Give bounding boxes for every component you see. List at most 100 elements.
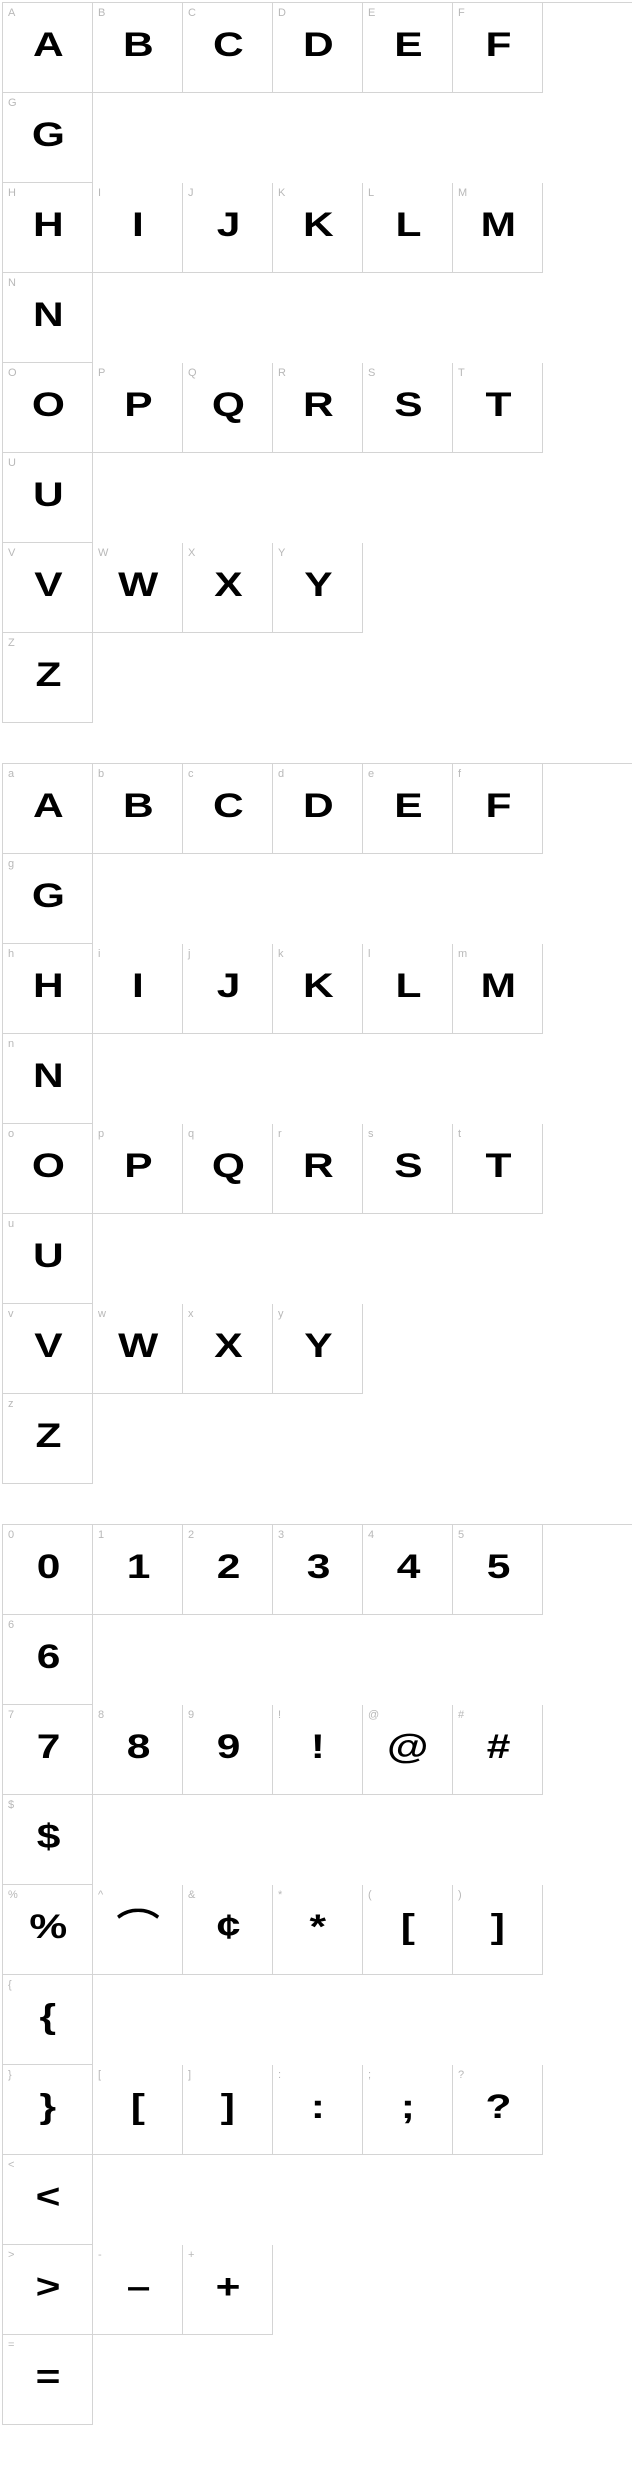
glyph-cell[interactable]: [[ bbox=[93, 2065, 183, 2155]
glyph-cell[interactable]: EE bbox=[363, 3, 453, 93]
glyph-display: 1 bbox=[126, 1550, 148, 1584]
glyph-cell[interactable]: )] bbox=[453, 1885, 543, 1975]
glyph-cell[interactable]: tT bbox=[453, 1124, 543, 1214]
glyph-cell[interactable]: KK bbox=[273, 183, 363, 273]
glyph-cell[interactable]: LL bbox=[363, 183, 453, 273]
glyph-cell[interactable]: cC bbox=[183, 764, 273, 854]
glyph-display: L bbox=[395, 208, 420, 242]
glyph-cell[interactable]: kK bbox=[273, 944, 363, 1034]
glyph-cell[interactable]: MM bbox=[453, 183, 543, 273]
glyph-cell[interactable]: << bbox=[3, 2155, 93, 2245]
glyph-cell[interactable]: !! bbox=[273, 1705, 363, 1795]
glyph-cell[interactable]: 22 bbox=[183, 1525, 273, 1615]
glyph-cell[interactable]: OO bbox=[3, 363, 93, 453]
cell-label: n bbox=[8, 1038, 14, 1050]
glyph-display: 0 bbox=[36, 1550, 58, 1584]
glyph-row: >>-–++ == bbox=[2, 2245, 362, 2425]
glyph-cell[interactable]: YY bbox=[273, 543, 363, 633]
glyph-cell[interactable]: vV bbox=[3, 1304, 93, 1394]
glyph-cell[interactable]: @@ bbox=[363, 1705, 453, 1795]
glyph-cell[interactable]: NN bbox=[3, 273, 93, 363]
glyph-cell[interactable]: ** bbox=[273, 1885, 363, 1975]
glyph-cell[interactable]: VV bbox=[3, 543, 93, 633]
glyph-cell[interactable]: 55 bbox=[453, 1525, 543, 1615]
glyph-cell[interactable]: ++ bbox=[183, 2245, 273, 2335]
glyph-cell[interactable]: 66 bbox=[3, 1615, 93, 1705]
glyph-cell[interactable]: 00 bbox=[3, 1525, 93, 1615]
glyph-cell[interactable]: SS bbox=[363, 363, 453, 453]
glyph-cell[interactable]: aA bbox=[3, 764, 93, 854]
glyph-cell[interactable]: 99 bbox=[183, 1705, 273, 1795]
glyph-cell[interactable]: ^⌒ bbox=[93, 1885, 183, 1975]
glyph-cell[interactable]: TT bbox=[453, 363, 543, 453]
glyph-cell[interactable]: uU bbox=[3, 1214, 93, 1304]
glyph-cell[interactable]: dD bbox=[273, 764, 363, 854]
glyph-cell[interactable]: 44 bbox=[363, 1525, 453, 1615]
glyph-cell[interactable]: II bbox=[93, 183, 183, 273]
glyph-cell[interactable]: oO bbox=[3, 1124, 93, 1214]
glyph-cell[interactable]: $$ bbox=[3, 1795, 93, 1885]
glyph-cell[interactable]: }} bbox=[3, 2065, 93, 2155]
cell-label: i bbox=[98, 948, 100, 960]
glyph-cell[interactable]: ?? bbox=[453, 2065, 543, 2155]
glyph-cell[interactable]: hH bbox=[3, 944, 93, 1034]
glyph-cell[interactable]: UU bbox=[3, 453, 93, 543]
glyph-cell[interactable]: qQ bbox=[183, 1124, 273, 1214]
glyph-display: D bbox=[303, 789, 332, 823]
glyph-cell[interactable]: {{ bbox=[3, 1975, 93, 2065]
glyph-cell[interactable]: ZZ bbox=[3, 633, 93, 723]
cell-label: E bbox=[368, 7, 375, 19]
glyph-cell[interactable]: QQ bbox=[183, 363, 273, 453]
glyph-cell[interactable]: ([ bbox=[363, 1885, 453, 1975]
glyph-cell[interactable]: yY bbox=[273, 1304, 363, 1394]
glyph-cell[interactable]: jJ bbox=[183, 944, 273, 1034]
glyph-cell[interactable]: FF bbox=[453, 3, 543, 93]
cell-label: W bbox=[98, 547, 108, 559]
glyph-cell[interactable]: fF bbox=[453, 764, 543, 854]
glyph-cell[interactable]: bB bbox=[93, 764, 183, 854]
glyph-cell[interactable]: nN bbox=[3, 1034, 93, 1124]
glyph-cell[interactable]: gG bbox=[3, 854, 93, 944]
glyph-cell[interactable]: -– bbox=[93, 2245, 183, 2335]
glyph-cell[interactable]: iI bbox=[93, 944, 183, 1034]
glyph-display: E bbox=[394, 789, 421, 823]
glyph-cell[interactable]: xX bbox=[183, 1304, 273, 1394]
glyph-cell[interactable]: 11 bbox=[93, 1525, 183, 1615]
glyph-cell[interactable]: >> bbox=[3, 2245, 93, 2335]
cell-label: ? bbox=[458, 2069, 464, 2081]
glyph-cell[interactable]: BB bbox=[93, 3, 183, 93]
glyph-cell[interactable]: HH bbox=[3, 183, 93, 273]
glyph-cell[interactable]: WW bbox=[93, 543, 183, 633]
cell-label: 2 bbox=[188, 1529, 194, 1541]
glyph-cell[interactable]: == bbox=[3, 2335, 93, 2425]
cell-label: X bbox=[188, 547, 195, 559]
glyph-cell[interactable]: mM bbox=[453, 944, 543, 1034]
glyph-cell[interactable]: ;; bbox=[363, 2065, 453, 2155]
glyph-display: Y bbox=[304, 568, 331, 602]
glyph-cell[interactable]: wW bbox=[93, 1304, 183, 1394]
glyph-cell[interactable]: pP bbox=[93, 1124, 183, 1214]
glyph-cell[interactable]: 88 bbox=[93, 1705, 183, 1795]
glyph-display: Q bbox=[212, 388, 244, 422]
glyph-cell[interactable]: rR bbox=[273, 1124, 363, 1214]
glyph-cell[interactable]: sS bbox=[363, 1124, 453, 1214]
glyph-cell[interactable]: DD bbox=[273, 3, 363, 93]
glyph-cell[interactable]: :: bbox=[273, 2065, 363, 2155]
glyph-cell[interactable]: zZ bbox=[3, 1394, 93, 1484]
glyph-cell[interactable]: ]] bbox=[183, 2065, 273, 2155]
glyph-cell[interactable]: XX bbox=[183, 543, 273, 633]
glyph-cell[interactable]: eE bbox=[363, 764, 453, 854]
glyph-cell[interactable]: CC bbox=[183, 3, 273, 93]
glyph-cell[interactable]: AA bbox=[3, 3, 93, 93]
glyph-cell[interactable]: ## bbox=[453, 1705, 543, 1795]
glyph-cell[interactable]: %% bbox=[3, 1885, 93, 1975]
glyph-cell[interactable]: JJ bbox=[183, 183, 273, 273]
glyph-cell[interactable]: 33 bbox=[273, 1525, 363, 1615]
glyph-cell[interactable]: 77 bbox=[3, 1705, 93, 1795]
glyph-cell[interactable]: GG bbox=[3, 93, 93, 183]
glyph-display: T bbox=[485, 1149, 510, 1183]
glyph-cell[interactable]: &¢ bbox=[183, 1885, 273, 1975]
glyph-cell[interactable]: PP bbox=[93, 363, 183, 453]
glyph-cell[interactable]: lL bbox=[363, 944, 453, 1034]
glyph-cell[interactable]: RR bbox=[273, 363, 363, 453]
